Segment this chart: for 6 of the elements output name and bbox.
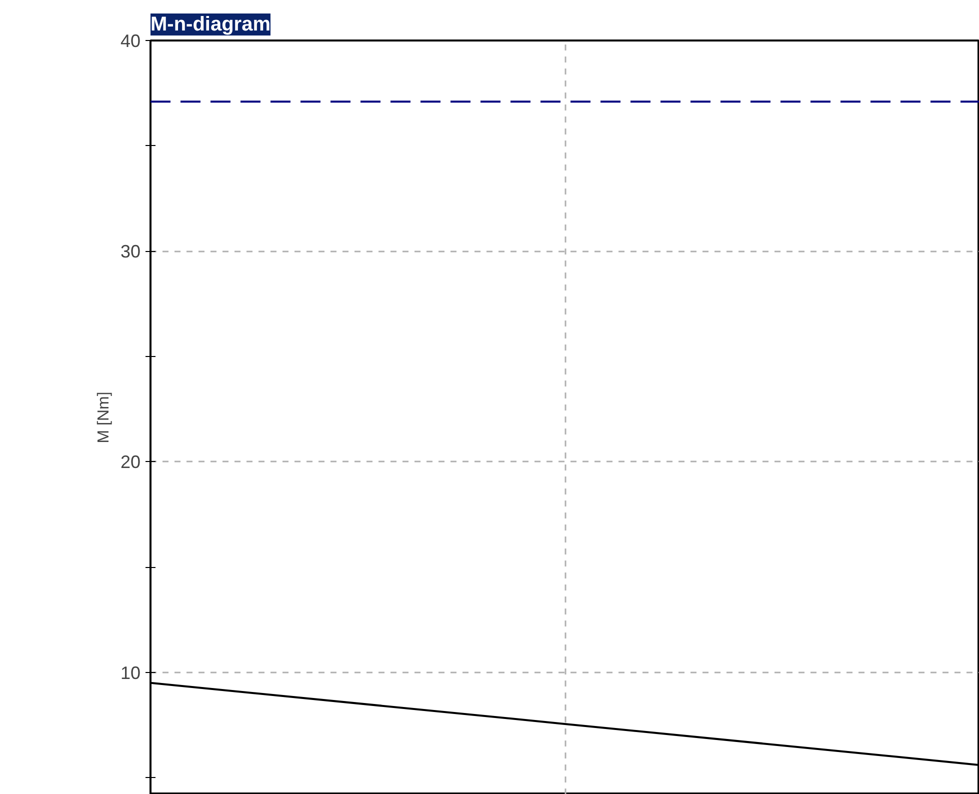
chart-title: M-n-diagram: [150, 14, 270, 36]
y-tick-label: 30: [120, 242, 141, 262]
y-tick-label: 10: [120, 662, 141, 683]
y-tick-label: 40: [120, 31, 141, 51]
y-tick-label: 20: [120, 452, 141, 472]
y-axis-title: M [Nm]: [95, 392, 112, 444]
